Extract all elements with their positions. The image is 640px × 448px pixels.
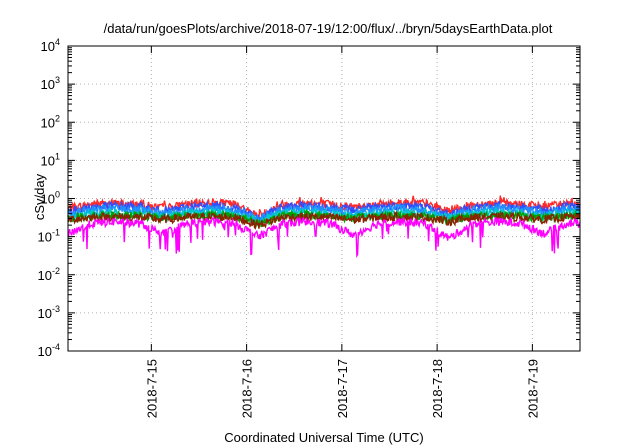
y-tick-label: 102 xyxy=(41,113,60,130)
chart-title: /data/run/goesPlots/archive/2018-07-19/1… xyxy=(104,21,553,36)
y-tick-label: 103 xyxy=(41,75,60,92)
y-tick-label: 100 xyxy=(41,190,60,207)
x-tick-label: 2018-7-15 xyxy=(144,359,159,418)
y-tick-label: 104 xyxy=(41,37,60,54)
x-tick-label: 2018-7-16 xyxy=(240,359,255,418)
ticks: 10-4 10-3 10-2 10-1 100 101 102 103 104 2018-7-15… xyxy=(38,37,580,418)
y-tick-label: 10-4 xyxy=(38,342,60,359)
x-axis-label: Coordinated Universal Time (UTC) xyxy=(224,430,423,445)
y-tick-label: 10-1 xyxy=(38,228,60,245)
series-group xyxy=(67,195,581,259)
y-tick-label: 10-3 xyxy=(38,304,60,321)
y-axis-label: cSv/day xyxy=(32,173,47,220)
x-tick-label: 2018-7-18 xyxy=(430,359,445,418)
series-line xyxy=(67,215,581,259)
x-tick-label: 2018-7-17 xyxy=(335,359,350,418)
grid xyxy=(68,46,580,351)
y-tick-label: 101 xyxy=(41,151,60,168)
y-tick-label: 10-2 xyxy=(38,266,60,283)
series-line xyxy=(67,210,581,230)
x-tick-label: 2018-7-19 xyxy=(525,359,540,418)
